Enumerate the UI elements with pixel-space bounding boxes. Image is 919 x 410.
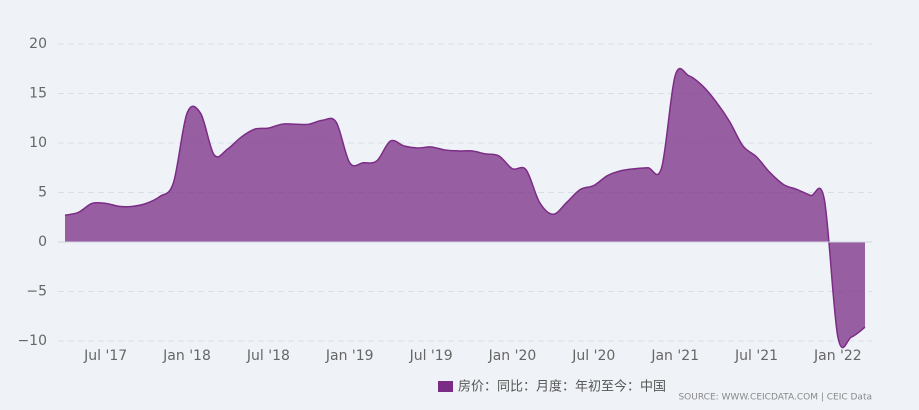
- x-tick-label: Jul '19: [409, 348, 453, 364]
- y-tick-label: −10: [17, 333, 47, 349]
- y-tick-label: 5: [38, 185, 47, 201]
- area: [65, 68, 865, 348]
- source: SOURCE: WWW.CEICDATA.COM | CEIC Data: [678, 393, 872, 403]
- line: [64, 67, 866, 349]
- x-tick-label: Jan '18: [162, 348, 211, 364]
- y-tick-label: 0: [38, 234, 47, 250]
- x-tick-label: Jan '19: [325, 348, 374, 364]
- y-tick-label: 20: [29, 36, 47, 52]
- x-tick-label: Jul '17: [83, 348, 127, 364]
- x-tick-label: Jan '20: [488, 348, 537, 364]
- legend-swatch: [438, 381, 453, 392]
- y-tick-label: −5: [26, 284, 47, 300]
- x-tick-label: Jan '22: [813, 348, 862, 364]
- y-tick-label: 15: [29, 86, 47, 102]
- legend-label: 房价：同比：月度：年初至今：中国: [458, 379, 666, 395]
- x-tick-label: Jul '18: [246, 348, 290, 364]
- y-tick-label: 10: [29, 135, 47, 151]
- x-tick-label: Jul '20: [571, 348, 615, 364]
- x-tick-label: Jan '21: [650, 348, 699, 364]
- x-tick-label: Jul '21: [734, 348, 778, 364]
